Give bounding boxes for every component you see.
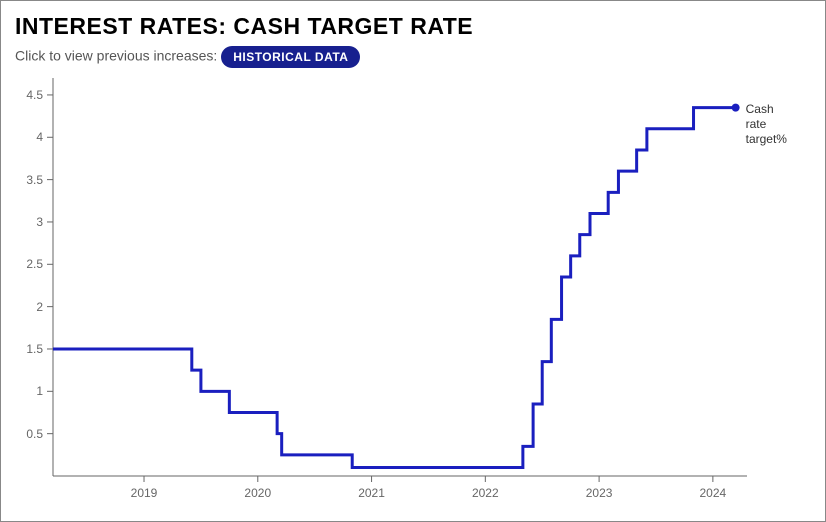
series-label: Cashratetarget% [746,102,796,147]
chart-title: INTEREST RATES: CASH TARGET RATE [15,13,811,40]
chart-area: 0.5 1 1.5 2 2.5 3 3.5 4 4.5 2019 2020 2021 2022 2023… [15,72,811,512]
x-tick-label: 2020 [244,486,271,500]
x-tick-label: 2023 [586,486,613,500]
x-tick-label: 2024 [700,486,727,500]
y-tick-label: 1 [15,384,43,398]
subtitle-row: Click to view previous increases: HISTOR… [15,46,811,68]
y-tick-label: 3.5 [15,173,43,187]
subtitle-lead: Click to view previous increases: [15,48,217,64]
y-tick-label: 2 [15,300,43,314]
x-tick-label: 2021 [358,486,385,500]
x-tick-label: 2022 [472,486,499,500]
chart-card: INTEREST RATES: CASH TARGET RATE Click t… [0,0,826,522]
x-tick-label: 2019 [131,486,158,500]
y-tick-label: 0.5 [15,427,43,441]
y-tick-label: 4 [15,130,43,144]
y-tick-label: 1.5 [15,342,43,356]
y-tick-label: 4.5 [15,88,43,102]
y-tick-label: 2.5 [15,257,43,271]
chart-svg [15,72,811,512]
y-tick-label: 3 [15,215,43,229]
historical-data-button[interactable]: HISTORICAL DATA [221,46,360,68]
